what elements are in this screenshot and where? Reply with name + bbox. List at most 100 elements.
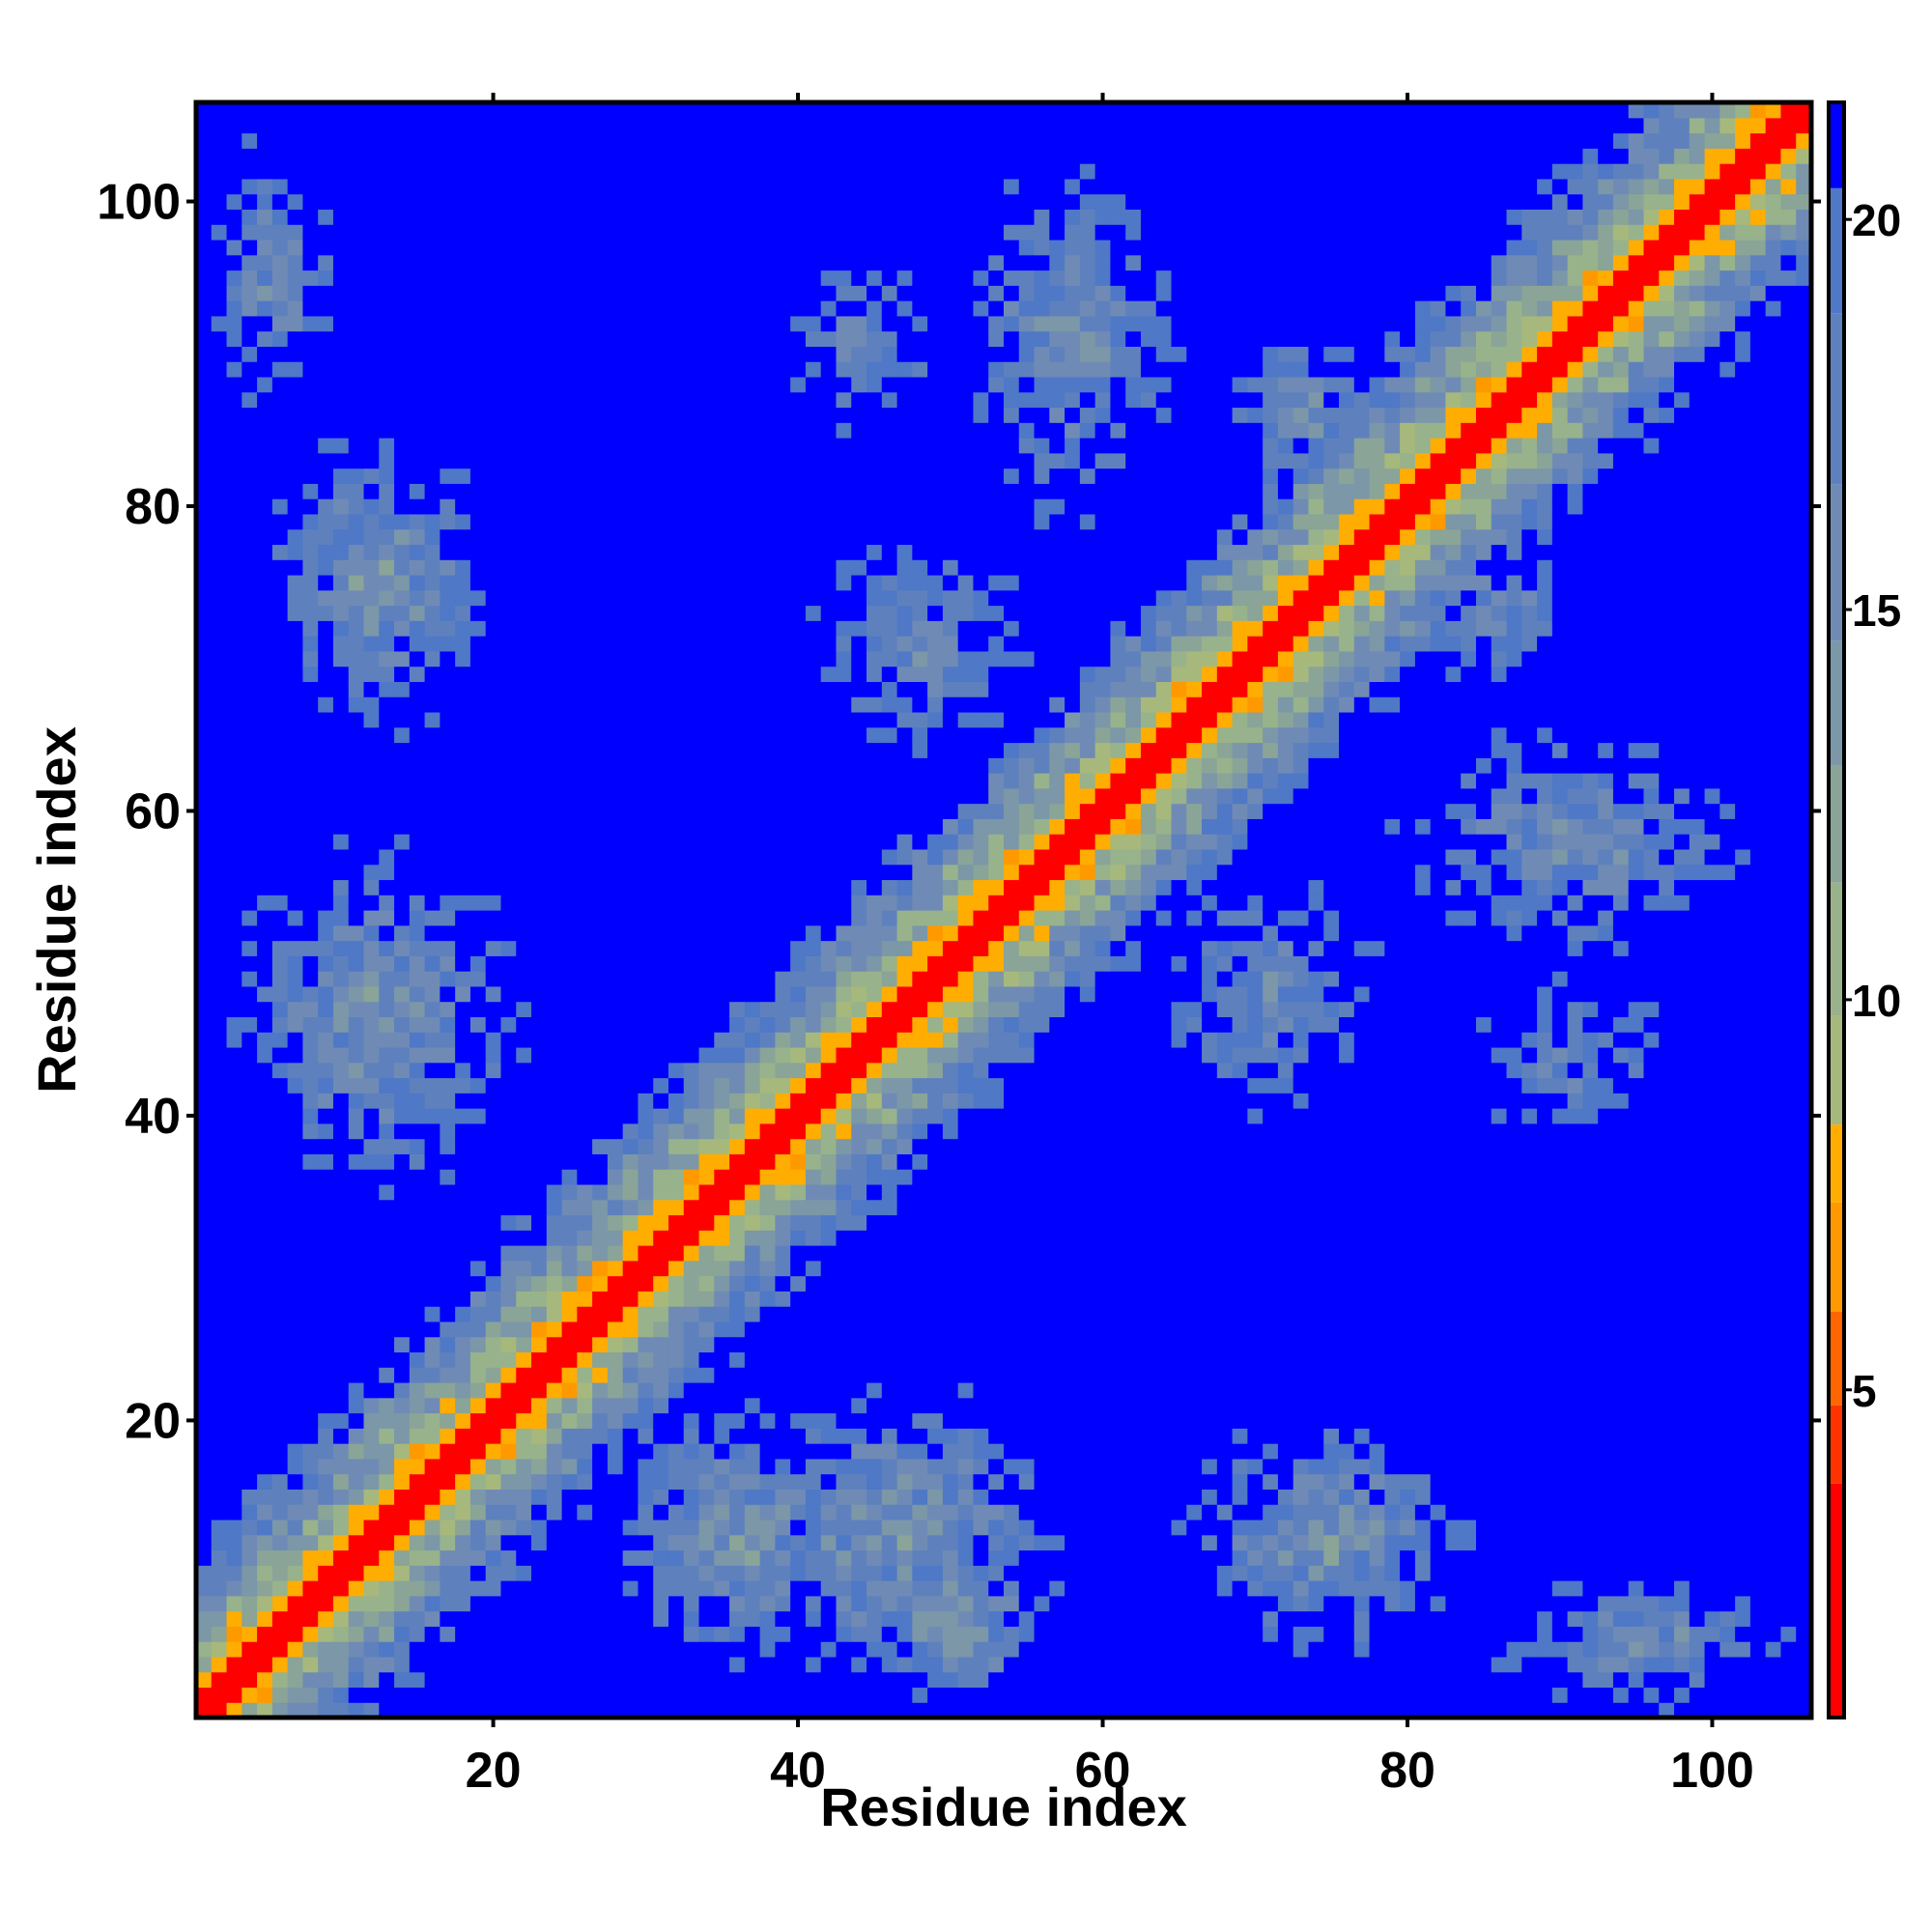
heatmap-cell (546, 848, 563, 866)
heatmap-cell (211, 254, 228, 271)
heatmap-cell (302, 1626, 319, 1642)
heatmap-cell (271, 452, 289, 469)
heatmap-cell (622, 1367, 639, 1383)
heatmap-cell (271, 117, 289, 134)
heatmap-cell (744, 803, 761, 819)
heatmap-cell (805, 452, 822, 469)
heatmap-cell (379, 1245, 395, 1262)
heatmap-cell (271, 726, 289, 744)
heatmap-cell (790, 924, 807, 942)
heatmap-cell (881, 910, 898, 926)
heatmap-cell (714, 1001, 730, 1018)
heatmap-cell (790, 1626, 807, 1642)
heatmap-cell (668, 605, 685, 621)
heatmap-cell (546, 422, 563, 439)
heatmap-cell (698, 468, 715, 484)
heatmap-cell (271, 361, 289, 378)
heatmap-cell (759, 773, 776, 789)
heatmap-cell (638, 1671, 654, 1689)
heatmap-cell (257, 864, 273, 881)
heatmap-cell (653, 757, 669, 774)
heatmap-cell (394, 270, 411, 286)
heatmap-cell (698, 1138, 715, 1154)
heatmap-cell (775, 468, 791, 484)
heatmap-cell (638, 1199, 654, 1216)
heatmap-cell (805, 1016, 822, 1033)
heatmap-cell (896, 513, 913, 530)
heatmap-cell (622, 924, 639, 942)
heatmap-cell (638, 452, 654, 469)
heatmap-cell (638, 985, 654, 1003)
heatmap-cell (455, 1534, 471, 1551)
heatmap-cell (500, 1351, 517, 1368)
heatmap-cell (469, 1351, 487, 1368)
heatmap-cell (867, 452, 883, 469)
heatmap-cell (607, 971, 624, 987)
heatmap-cell (851, 910, 867, 926)
heatmap-cell (851, 666, 867, 682)
heatmap-cell (302, 1093, 319, 1109)
heatmap-cell (592, 224, 609, 241)
heatmap-cell (790, 163, 807, 180)
heatmap-cell (729, 300, 746, 317)
heatmap-cell (790, 132, 807, 149)
heatmap-cell (546, 1443, 563, 1460)
heatmap-cell (242, 620, 258, 637)
heatmap-cell (867, 1458, 883, 1475)
heatmap-cell (257, 681, 273, 697)
heatmap-cell (257, 1412, 273, 1429)
heatmap-cell (744, 1245, 761, 1262)
heatmap-cell (653, 1046, 669, 1064)
heatmap-cell (698, 1230, 715, 1246)
heatmap-cell (896, 1351, 913, 1368)
heatmap-cell (744, 209, 761, 225)
heatmap-cell (455, 1077, 471, 1094)
heatmap-cell (271, 924, 289, 942)
heatmap-cell (546, 711, 563, 728)
heatmap-cell (196, 209, 213, 225)
heatmap-cell (332, 773, 350, 789)
heatmap-cell (424, 1534, 440, 1551)
heatmap-cell (211, 239, 228, 256)
heatmap-cell (363, 1428, 380, 1444)
heatmap-cell (302, 757, 319, 774)
heatmap-cell (668, 407, 685, 423)
heatmap-cell (698, 1534, 715, 1551)
heatmap-cell (836, 1138, 852, 1154)
heatmap-cell (820, 971, 838, 987)
heatmap-cell (469, 711, 487, 728)
heatmap-cell (394, 1381, 411, 1399)
heatmap-cell (729, 559, 746, 576)
heatmap-cell (683, 513, 700, 530)
heatmap-cell (409, 498, 426, 515)
heatmap-cell (287, 1093, 304, 1109)
heatmap-cell (394, 1321, 411, 1338)
heatmap-cell (348, 528, 365, 546)
heatmap-cell (622, 1122, 639, 1140)
heatmap-cell (653, 407, 669, 423)
heatmap-cell (577, 1504, 593, 1520)
heatmap-cell (653, 1595, 669, 1612)
heatmap-cell (683, 773, 700, 789)
heatmap-cell (257, 1397, 273, 1414)
heatmap-cell (638, 1519, 654, 1536)
heatmap-cell (500, 148, 517, 164)
heatmap-cell (196, 483, 213, 499)
heatmap-cell (500, 1001, 517, 1018)
heatmap-cell (424, 315, 440, 332)
heatmap-cell (683, 1321, 700, 1338)
heatmap-cell (287, 178, 304, 195)
heatmap-cell (683, 498, 700, 515)
heatmap-cell (561, 1473, 578, 1490)
heatmap-cell (242, 1351, 258, 1368)
heatmap-cell (424, 650, 440, 668)
heatmap-cell (867, 1626, 883, 1642)
heatmap-cell (287, 285, 304, 301)
heatmap-cell (546, 438, 563, 454)
heatmap-cell (607, 940, 624, 956)
heatmap-cell (729, 148, 746, 164)
heatmap-cell (683, 1260, 700, 1277)
heatmap-cell (531, 1504, 548, 1520)
heatmap-cell (469, 1519, 487, 1536)
heatmap-cell (729, 1214, 746, 1231)
